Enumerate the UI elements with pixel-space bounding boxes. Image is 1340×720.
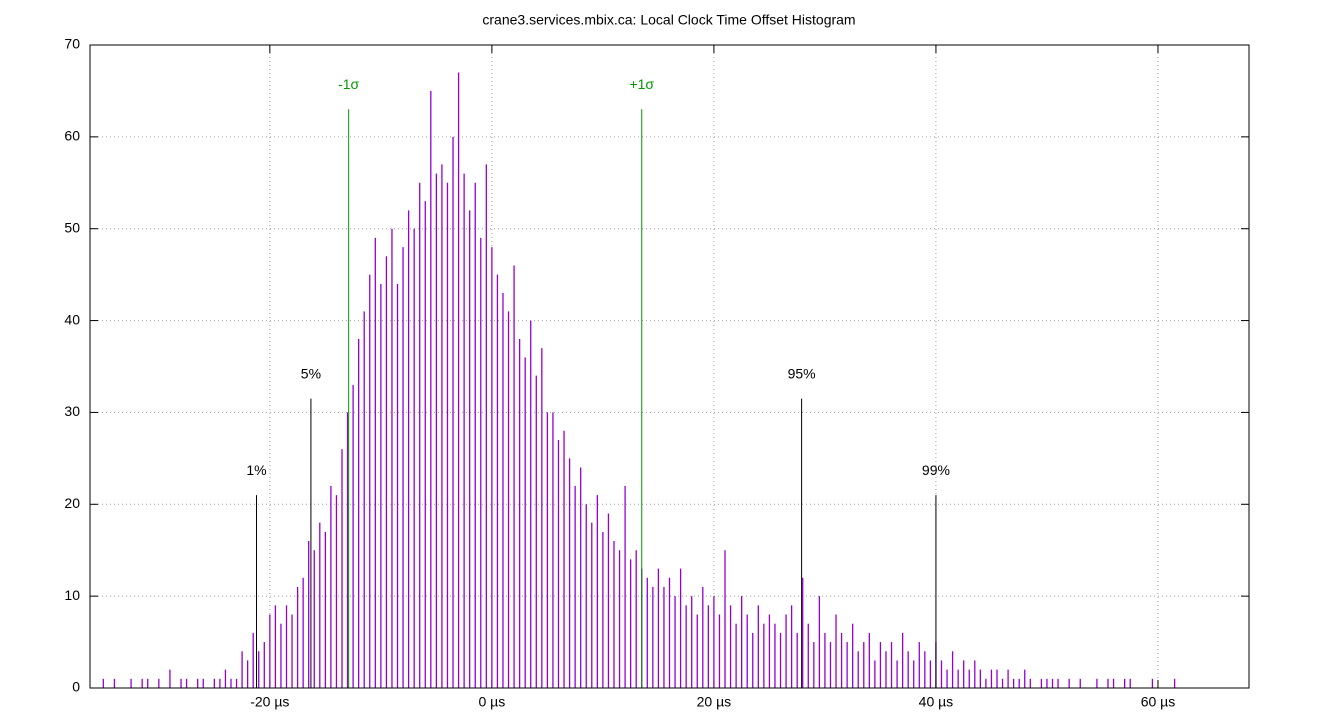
marker-label: 99% xyxy=(922,462,950,478)
plot-frame xyxy=(89,44,1250,689)
y-tick-label: 30 xyxy=(64,403,80,419)
marker-label: 1% xyxy=(246,462,266,478)
y-tick-label: 0 xyxy=(72,679,80,695)
x-tick-label: -20 µs xyxy=(250,694,289,710)
chart-title: crane3.services.mbix.ca: Local Clock Tim… xyxy=(482,12,855,28)
y-tick-label: 20 xyxy=(64,495,80,511)
x-tick-label: 20 µs xyxy=(697,694,732,710)
y-tick-label: 60 xyxy=(64,128,80,144)
x-tick-label: 0 µs xyxy=(479,694,506,710)
y-tick-label: 10 xyxy=(64,587,80,603)
marker-label: 95% xyxy=(788,365,816,381)
marker-label: +1σ xyxy=(629,76,654,92)
y-tick-label: 50 xyxy=(64,219,80,235)
y-tick-label: 40 xyxy=(64,311,80,327)
marker-label: 5% xyxy=(301,365,321,381)
x-tick-label: 40 µs xyxy=(919,694,954,710)
y-tick-label: 70 xyxy=(64,36,80,52)
marker-label: -1σ xyxy=(338,76,359,92)
x-tick-label: 60 µs xyxy=(1141,694,1176,710)
